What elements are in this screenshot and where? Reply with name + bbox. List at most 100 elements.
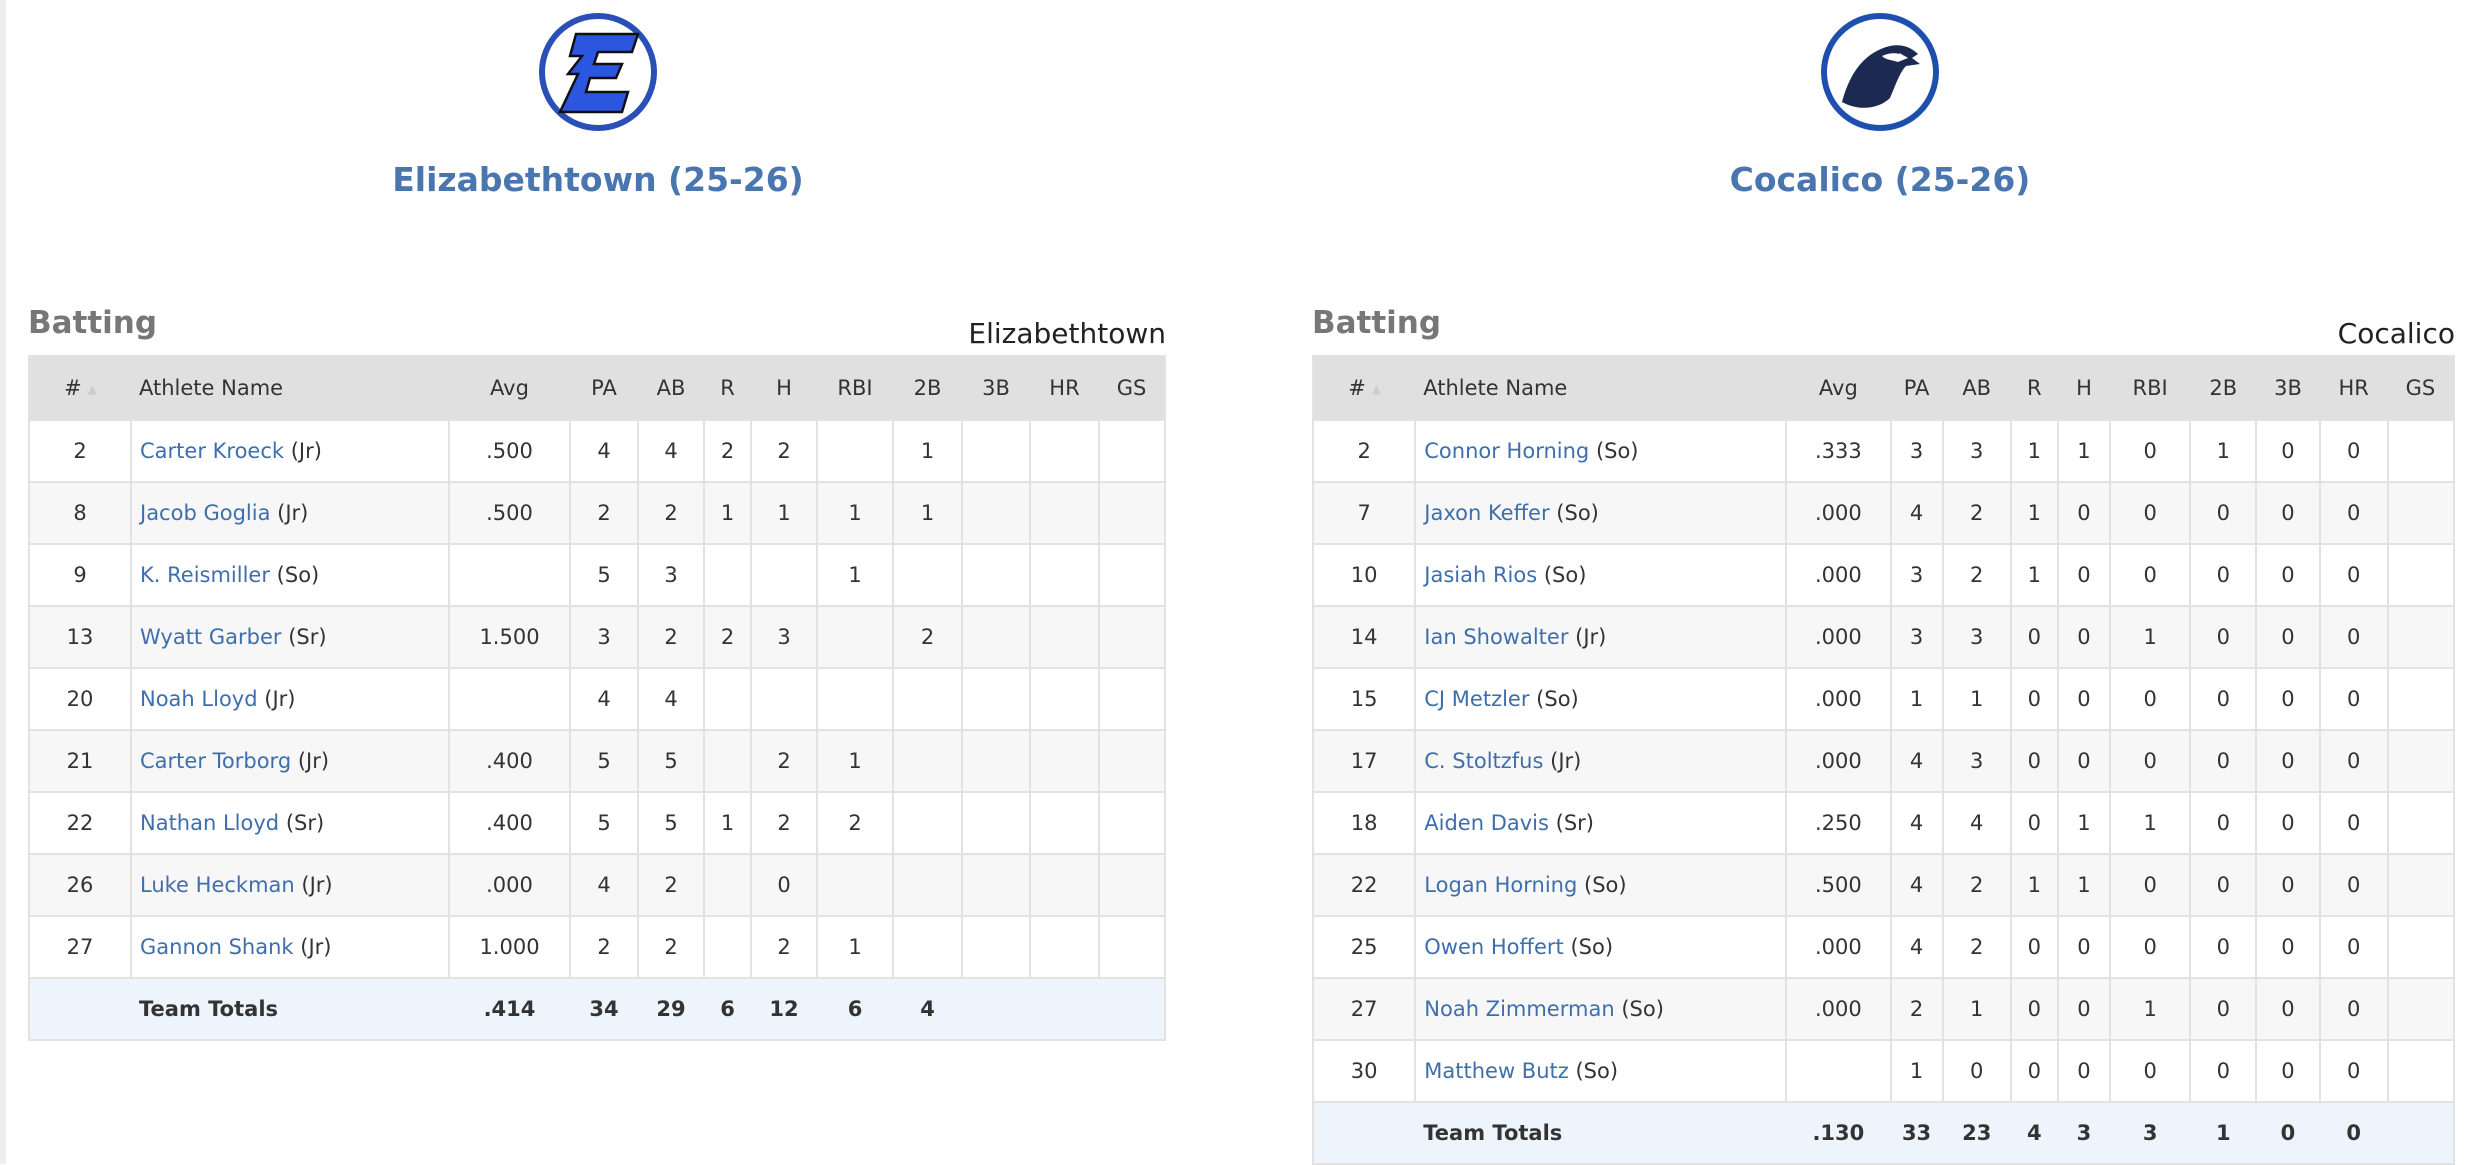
athlete-class: (So) <box>1621 997 1664 1021</box>
athlete-class: (So) <box>276 563 320 587</box>
column-header-1[interactable]: Athlete Name <box>1415 356 1787 420</box>
column-header-11[interactable]: GS <box>2387 356 2454 420</box>
stat-r: 1 <box>2009 481 2059 545</box>
athlete-link[interactable]: Noah Lloyd <box>140 687 258 711</box>
stat-rbi: 1 <box>816 543 894 607</box>
stat-ab: 4 <box>637 419 705 483</box>
column-header-4[interactable]: AB <box>638 356 704 420</box>
stat-hr: 0 <box>2318 915 2389 979</box>
totals-spacer <box>1313 1101 1416 1165</box>
stat-pa: 5 <box>569 791 639 855</box>
column-header-10[interactable]: HR <box>2319 356 2388 420</box>
athlete-cell: Matthew Butz (So) <box>1414 1039 1788 1103</box>
column-header-11[interactable]: GS <box>1099 356 1165 420</box>
stat-3b: 0 <box>2255 729 2321 793</box>
table-row: 30 Matthew Butz (So) 1 0 0 0 0 0 0 0 <box>1311 1039 2456 1103</box>
stat-2b: 2 <box>892 605 963 669</box>
stat-r: 1 <box>2009 543 2059 607</box>
athlete-link[interactable]: Logan Horning <box>1424 873 1578 897</box>
stat-rbi: 2 <box>816 791 894 855</box>
athlete-link[interactable]: Jasiah Rios <box>1424 563 1538 587</box>
athlete-class: (Jr) <box>300 935 332 959</box>
stat-r: 1 <box>703 481 752 545</box>
column-header-5[interactable]: R <box>2010 356 2058 420</box>
column-header-label: RBI <box>837 376 873 400</box>
total-ab: 29 <box>638 977 704 1041</box>
team-title-elizabethtown[interactable]: Elizabethtown (25-26) <box>392 160 804 199</box>
column-header-10[interactable]: HR <box>1030 356 1099 420</box>
stat-rbi: 0 <box>2109 853 2192 917</box>
stat-avg: .000 <box>1785 729 1892 793</box>
column-header-0[interactable]: # ▲ <box>29 356 131 420</box>
athlete-link[interactable]: Owen Hoffert <box>1424 935 1564 959</box>
stat-avg <box>448 543 571 607</box>
total-hr: 0 <box>2319 1101 2388 1165</box>
totals-label: Team Totals <box>131 977 449 1041</box>
stat-h <box>750 543 818 607</box>
athlete-link[interactable]: Ian Showalter <box>1424 625 1569 649</box>
column-header-8[interactable]: 2B <box>2190 356 2257 420</box>
athlete-link[interactable]: Connor Horning <box>1424 439 1590 463</box>
total-avg: .414 <box>449 977 570 1041</box>
athlete-link[interactable]: Noah Zimmerman <box>1424 997 1615 1021</box>
athlete-link[interactable]: Gannon Shank <box>140 935 294 959</box>
stat-ab: 2 <box>1941 481 2012 545</box>
athlete-link[interactable]: K. Reismiller <box>140 563 270 587</box>
column-header-7[interactable]: RBI <box>2110 356 2191 420</box>
athlete-link[interactable]: Carter Kroeck <box>140 439 285 463</box>
column-header-6[interactable]: H <box>751 356 817 420</box>
column-header-7[interactable]: RBI <box>817 356 893 420</box>
column-header-5[interactable]: R <box>704 356 751 420</box>
column-header-1[interactable]: Athlete Name <box>131 356 449 420</box>
jersey-number: 2 <box>28 419 132 483</box>
stat-gs <box>1098 791 1166 855</box>
jersey-number: 30 <box>1311 1039 1417 1103</box>
athlete-link[interactable]: Jaxon Keffer <box>1424 501 1550 525</box>
stat-pa: 2 <box>569 481 639 545</box>
stat-2b: 0 <box>2189 853 2258 917</box>
column-header-0[interactable]: # ▲ <box>1313 356 1416 420</box>
column-header-label: 2B <box>2209 376 2238 400</box>
athlete-link[interactable]: C. Stoltzfus <box>1424 749 1544 773</box>
stat-gs <box>2386 419 2456 483</box>
total-2b: 1 <box>2190 1101 2257 1165</box>
total-ab: 23 <box>1942 1101 2011 1165</box>
column-header-3[interactable]: PA <box>570 356 638 420</box>
column-header-8[interactable]: 2B <box>893 356 962 420</box>
athlete-link[interactable]: Jacob Goglia <box>140 501 271 525</box>
athlete-link[interactable]: Carter Torborg <box>140 749 292 773</box>
column-header-6[interactable]: H <box>2057 356 2111 420</box>
athlete-link[interactable]: Wyatt Garber <box>140 625 282 649</box>
athlete-cell: Jaxon Keffer (So) <box>1414 481 1788 545</box>
athlete-class: (Jr) <box>297 749 330 773</box>
jersey-number: 22 <box>1311 853 1417 917</box>
stat-rbi: 0 <box>2109 543 2192 607</box>
page-left-edge <box>0 0 6 1164</box>
athlete-link[interactable]: CJ Metzler <box>1424 687 1530 711</box>
stat-2b: 0 <box>2189 977 2258 1041</box>
stat-h: 0 <box>2056 1039 2112 1103</box>
athlete-link[interactable]: Nathan Lloyd <box>140 811 280 835</box>
column-header-9[interactable]: 3B <box>2256 356 2320 420</box>
column-header-label: 2B <box>913 376 942 400</box>
stat-h: 0 <box>750 853 818 917</box>
total-pa: 34 <box>570 977 638 1041</box>
sort-ascending-icon[interactable]: ▲ <box>87 382 97 396</box>
athlete-link[interactable]: Aiden Davis <box>1424 811 1549 835</box>
athlete-link[interactable]: Matthew Butz <box>1424 1059 1569 1083</box>
column-header-9[interactable]: 3B <box>962 356 1030 420</box>
stat-2b <box>892 543 963 607</box>
table-row: 8 Jacob Goglia (Jr) .500 2 2 1 1 1 1 <box>28 481 1166 545</box>
total-h: 12 <box>751 977 817 1041</box>
stat-ab: 4 <box>1941 791 2012 855</box>
stat-2b: 1 <box>2189 419 2258 483</box>
stat-ab: 2 <box>1941 915 2012 979</box>
sort-ascending-icon[interactable]: ▲ <box>1371 382 1382 396</box>
column-header-2[interactable]: Avg <box>1786 356 1891 420</box>
stat-pa: 4 <box>1889 729 1944 793</box>
athlete-link[interactable]: Luke Heckman <box>140 873 295 897</box>
column-header-3[interactable]: PA <box>1890 356 1943 420</box>
team-title-cocalico[interactable]: Cocalico (25-26) <box>1729 160 2031 199</box>
column-header-2[interactable]: Avg <box>449 356 570 420</box>
column-header-4[interactable]: AB <box>1942 356 2011 420</box>
